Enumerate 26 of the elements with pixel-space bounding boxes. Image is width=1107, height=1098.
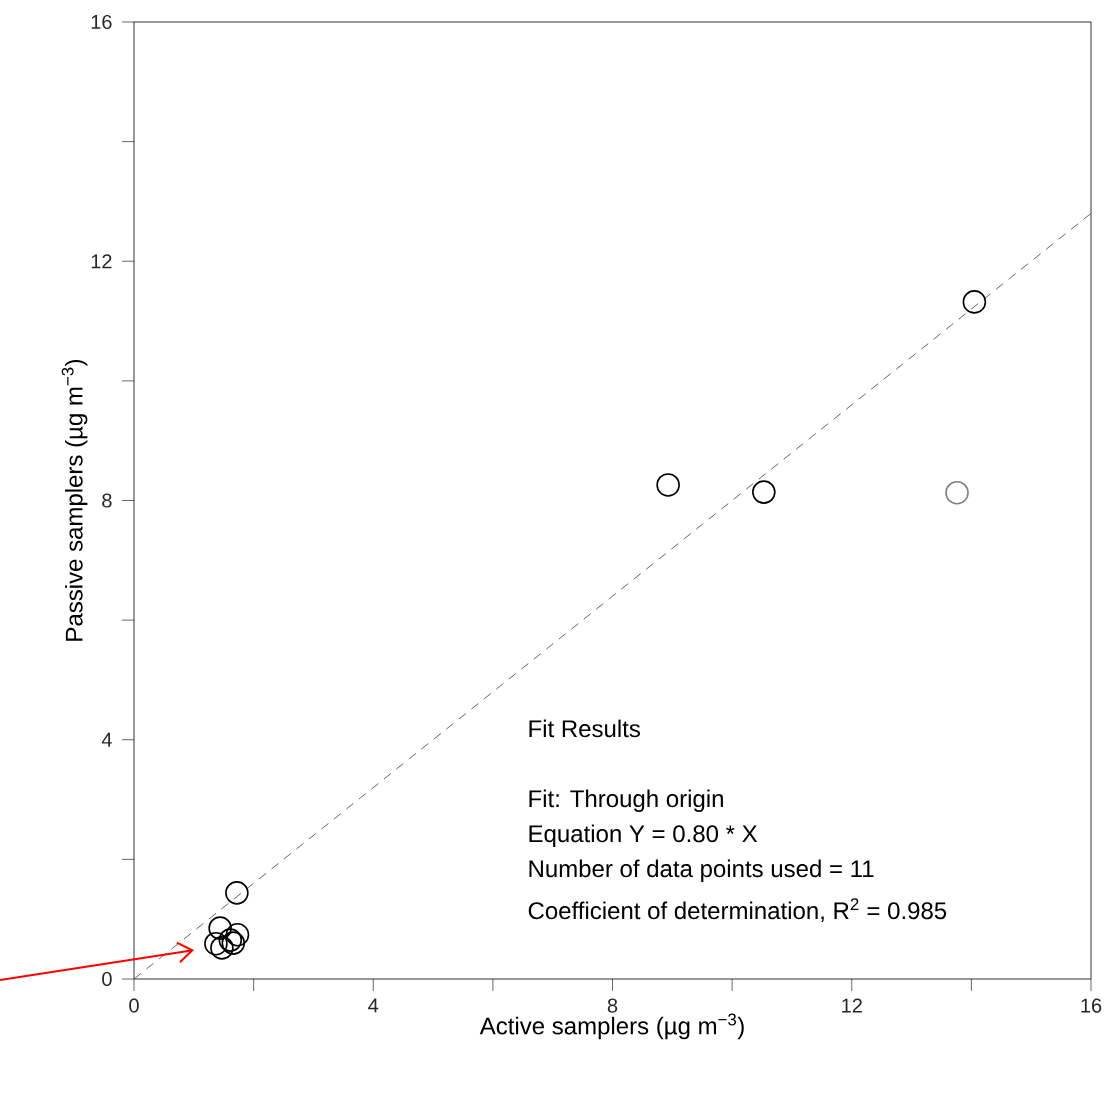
y-tick-label: 16 [91, 14, 112, 30]
point [962, 290, 987, 314]
point [204, 931, 228, 956]
point [225, 881, 249, 905]
x-tick-label: 0 [129, 998, 139, 1013]
point [210, 936, 234, 960]
x-axis-title: Active samplers (µg m$^{−3}$) [479, 1013, 744, 1040]
point [945, 480, 969, 505]
point [656, 473, 680, 497]
annotation: Fit Results [529, 719, 640, 738]
point [752, 480, 776, 504]
annotation: Coefficient of determination, R$^{2}$ = 0.985 [528, 898, 947, 923]
x-tick-label: 4 [368, 998, 379, 1013]
annotation: Equation Y = 0.80 * X [529, 824, 758, 847]
y-tick-label: 0 [102, 971, 112, 987]
y-tick-label: 4 [101, 732, 112, 747]
annotation: Fit: Through origin [529, 789, 723, 812]
x-tick-label: 16 [1081, 998, 1102, 1013]
x-tick-label: 12 [842, 998, 862, 1013]
point [208, 916, 232, 940]
y-axis-title: Passive samplers (µg m$^{−3}$) [61, 359, 88, 641]
y-tick-label: 12 [91, 254, 112, 269]
y-tick-label: 8 [102, 493, 112, 508]
annotation: Number of data points used = 11 [529, 859, 874, 882]
x-tick-label: 8 [607, 998, 618, 1013]
point [225, 922, 250, 947]
